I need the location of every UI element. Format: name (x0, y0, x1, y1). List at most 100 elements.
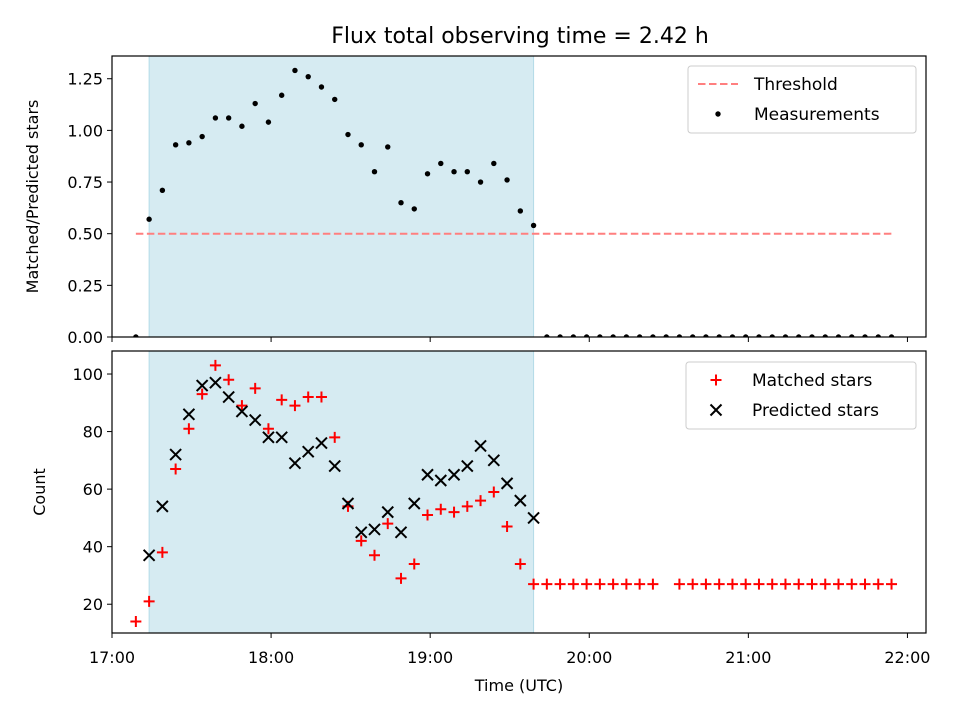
matched-star-point (819, 578, 831, 590)
measurement-point (398, 199, 404, 206)
predicted-star-point (461, 459, 474, 473)
matched-star-point (448, 506, 460, 518)
measurement-point (597, 334, 603, 337)
matched-star-point (461, 500, 473, 512)
matched-star-point (382, 518, 394, 530)
matched-star-point (647, 578, 659, 590)
predicted-star-point (222, 390, 235, 404)
matched-star-point (196, 388, 208, 400)
observing-window-shade (148, 56, 535, 337)
measurement-point (305, 73, 311, 80)
matched-star-point (713, 578, 725, 590)
measurement-point (345, 131, 351, 138)
y-tick-label: 0.00 (67, 328, 103, 347)
measurement-point (385, 144, 391, 150)
plot-area (133, 56, 895, 337)
y-axis-label: Matched/Predicted stars (23, 100, 42, 294)
legend-label: Threshold (753, 75, 838, 95)
matched-star-point (581, 578, 593, 590)
x-tick-label: 18:00 (248, 648, 294, 667)
matched-star-point (488, 486, 500, 498)
measurement-point (292, 67, 298, 74)
x-tick-label: 21:00 (725, 648, 771, 667)
y-tick-label: 0.50 (67, 225, 103, 244)
measurement-point (332, 96, 338, 103)
matched-star-point (620, 578, 632, 590)
x-tick-label: 17:00 (89, 648, 135, 667)
x-axis-label: Time (UTC) (474, 676, 563, 695)
measurement-point (252, 100, 258, 107)
measurement-point (796, 334, 802, 337)
measurement-point (133, 334, 139, 337)
plot-area (130, 351, 898, 633)
matched-star-point (422, 509, 434, 521)
legend: Matched stars Predicted stars (685, 361, 917, 430)
predicted-star-point (182, 408, 196, 421)
matched-star-point (289, 400, 301, 412)
measurement-point (477, 179, 484, 185)
matched-star-point (514, 558, 526, 570)
legend-box (685, 361, 917, 430)
legend-predicted-swatch (709, 403, 723, 417)
measurement-point (849, 334, 855, 337)
y-axis-label: Count (30, 468, 49, 516)
matched-star-point (528, 578, 540, 590)
x-tick-label: 20:00 (566, 648, 612, 667)
measurement-point (729, 334, 736, 337)
matched-star-point (793, 578, 805, 590)
measurement-point (239, 123, 245, 129)
measurement-point (451, 169, 457, 175)
predicted-star-point (302, 445, 315, 458)
predicted-star-point (394, 526, 408, 539)
predicted-star-point (169, 448, 182, 461)
predicted-star-point (421, 468, 434, 481)
y-tick-label: 1.00 (67, 121, 103, 140)
matched-star-point (130, 615, 142, 627)
matched-star-point (236, 400, 248, 412)
measurement-point (146, 216, 152, 222)
measurement-point (676, 334, 683, 337)
predicted-star-point (275, 431, 288, 444)
matched-star-point (634, 578, 646, 590)
measurement-point (689, 334, 696, 337)
legend-label: Measurements (754, 105, 880, 125)
chart-title: Flux total observing time = 2.42 h (331, 24, 709, 49)
measurement-point (159, 187, 166, 194)
predicted-star-point (527, 511, 540, 525)
y-tick-label: 40 (83, 538, 103, 557)
matched-star-point (700, 578, 712, 590)
matched-star-point (726, 578, 738, 590)
measurement-point (424, 171, 431, 177)
matched-star-point (276, 394, 288, 406)
matched-star-point (541, 578, 553, 590)
measurement-point (743, 334, 749, 337)
matched-star-point (607, 578, 619, 590)
panels: 0.00 0.25 0.50 0.75 1.00 1.25 Matched/Predicte… (23, 55, 930, 695)
predicted-star-point (434, 474, 447, 487)
matched-star-point (806, 578, 818, 590)
matched-star-point (740, 578, 752, 590)
predicted-star-point (341, 497, 355, 510)
x-tick-label: 22:00 (884, 648, 930, 667)
matched-star-point (435, 503, 447, 515)
measurement-point (716, 334, 722, 337)
predicted-star-point (235, 405, 249, 418)
measurement-point (875, 334, 881, 337)
matched-star-point (872, 578, 884, 590)
y-tick-label: 0.25 (67, 276, 103, 295)
observing-window-shade (148, 351, 535, 633)
matched-star-point (315, 391, 327, 403)
matched-star-point (329, 431, 341, 443)
matched-star-point (395, 572, 407, 584)
matched-star-point (687, 578, 699, 590)
measurement-point (557, 334, 563, 337)
measurement-point (530, 222, 537, 229)
measurement-point (318, 84, 325, 90)
predicted-star-point (381, 505, 394, 519)
matched-star-point (554, 578, 566, 590)
predicted-star-point (262, 431, 275, 444)
measurement-point (504, 177, 510, 183)
y-tick-label: 20 (83, 595, 103, 614)
matched-star-point (846, 578, 858, 590)
measurement-point (809, 334, 815, 337)
